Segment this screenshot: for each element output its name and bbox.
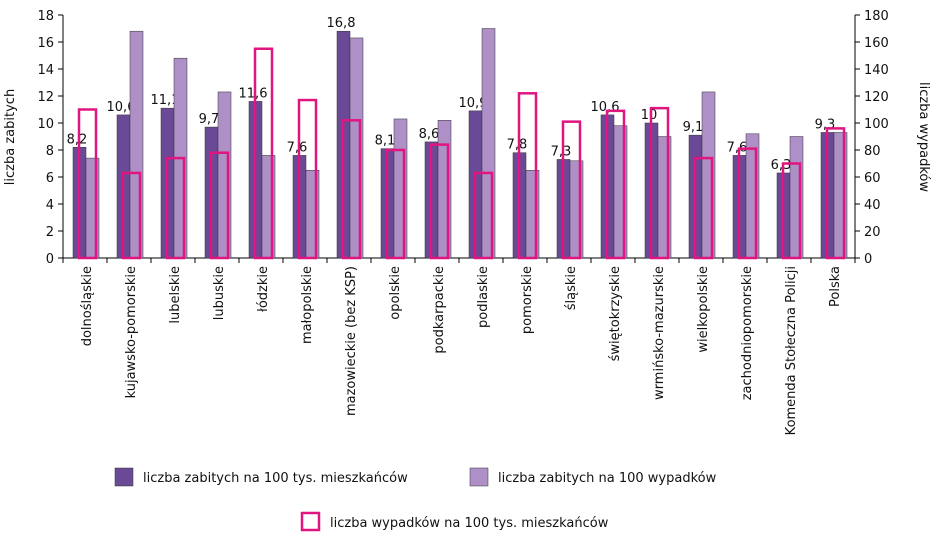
y-tick-label: 8 bbox=[46, 144, 54, 159]
x-tick-label: wrmińsko-mazurskie bbox=[652, 266, 667, 400]
bar-outline bbox=[693, 156, 714, 260]
legend-label: liczba wypadków na 100 tys. mieszkańców bbox=[330, 516, 609, 531]
x-tick-label: opolskie bbox=[388, 266, 403, 320]
x-tick-label: Komenda Stołeczna Policji bbox=[784, 266, 799, 435]
x-tick-label: mazowieckie (bez KSP) bbox=[344, 266, 359, 416]
legend-label: liczba zabitych na 100 wypadków bbox=[498, 471, 717, 486]
bar-outline bbox=[165, 156, 186, 260]
x-tick-label: lubuskie bbox=[212, 266, 227, 320]
y-tick-label: 14 bbox=[37, 63, 54, 78]
bar-outline bbox=[561, 120, 582, 260]
bar-outline bbox=[429, 143, 450, 260]
y-tick-label: 6 bbox=[46, 171, 54, 186]
y2-tick-label: 120 bbox=[864, 90, 889, 105]
y-tick-label: 4 bbox=[46, 198, 54, 213]
y-tick-label: 10 bbox=[37, 117, 54, 132]
data-label: 8,2 bbox=[67, 132, 88, 147]
data-label: 10 bbox=[641, 108, 658, 123]
y2-tick-label: 0 bbox=[864, 252, 872, 267]
y-tick-label: 16 bbox=[37, 36, 54, 51]
y-tick-label: 0 bbox=[46, 252, 54, 267]
y2-tick-label: 100 bbox=[864, 117, 889, 132]
x-tick-label: kujawsko-pomorskie bbox=[124, 266, 139, 398]
legend-label: liczba zabitych na 100 tys. mieszkańców bbox=[143, 471, 408, 486]
x-tick-label: podlaskie bbox=[476, 266, 491, 328]
y2-tick-label: 40 bbox=[864, 198, 881, 213]
legend-swatch bbox=[469, 467, 489, 487]
bar-outline bbox=[209, 151, 230, 260]
data-label: 6,3 bbox=[771, 158, 792, 173]
data-label: 9,7 bbox=[199, 112, 220, 127]
data-label: 11,6 bbox=[239, 86, 268, 101]
bar-outline bbox=[77, 108, 98, 260]
data-label: 7,3 bbox=[551, 144, 572, 159]
bar-outline bbox=[297, 98, 318, 260]
y2-tick-label: 20 bbox=[864, 225, 881, 240]
y2-tick-label: 60 bbox=[864, 171, 881, 186]
data-label: 9,3 bbox=[815, 117, 836, 132]
x-tick-label: lubelskie bbox=[168, 266, 183, 324]
data-label: 9,1 bbox=[683, 120, 704, 135]
x-tick-label: podkarpackie bbox=[432, 266, 447, 354]
bar-outline bbox=[605, 109, 626, 260]
y2-axis-label: liczba wypadków bbox=[916, 82, 931, 192]
y2-tick-label: 80 bbox=[864, 144, 881, 159]
legend-swatch bbox=[114, 467, 134, 487]
data-label: 7,6 bbox=[727, 140, 748, 155]
y-tick-label: 18 bbox=[37, 9, 54, 24]
x-tick-label: śląskie bbox=[564, 266, 579, 310]
bar-outline bbox=[781, 162, 802, 260]
data-label: 11,1 bbox=[151, 93, 180, 108]
data-label: 7,8 bbox=[507, 138, 528, 153]
bar-outline bbox=[649, 106, 670, 260]
x-tick-label: łódzkie bbox=[256, 266, 271, 312]
bar-outline bbox=[825, 127, 846, 260]
y-tick-label: 2 bbox=[46, 225, 54, 240]
bar-outline bbox=[473, 171, 494, 260]
x-tick-label: dolnośląskie bbox=[80, 266, 95, 346]
x-tick-label: Polska bbox=[828, 266, 843, 307]
x-tick-label: wielkopolskie bbox=[696, 266, 711, 353]
y-axis-label: liczba zabitych bbox=[3, 89, 18, 185]
bar-outline bbox=[385, 148, 406, 260]
data-label: 10,9 bbox=[459, 96, 488, 111]
legend-swatch bbox=[300, 511, 321, 532]
data-label: 8,1 bbox=[375, 134, 396, 149]
y2-tick-label: 140 bbox=[864, 63, 889, 78]
y-tick-label: 12 bbox=[37, 90, 54, 105]
data-label: 8,6 bbox=[419, 127, 440, 142]
bar-outline bbox=[341, 119, 362, 260]
y2-tick-label: 160 bbox=[864, 36, 889, 51]
bar-outline bbox=[737, 147, 758, 260]
bar-outline bbox=[121, 171, 142, 260]
data-label: 7,6 bbox=[287, 140, 308, 155]
y2-tick-label: 180 bbox=[864, 9, 889, 24]
data-label: 10,6 bbox=[591, 100, 620, 115]
x-tick-label: pomorskie bbox=[520, 266, 535, 334]
x-tick-label: świętokrzyskie bbox=[608, 266, 623, 361]
data-label: 10,6 bbox=[107, 100, 136, 115]
bar-outline bbox=[253, 47, 274, 260]
x-tick-label: małopolskie bbox=[300, 266, 315, 344]
data-label: 16,8 bbox=[327, 16, 356, 31]
x-tick-label: zachodniopomorskie bbox=[740, 266, 755, 400]
bar-outline bbox=[517, 92, 538, 260]
